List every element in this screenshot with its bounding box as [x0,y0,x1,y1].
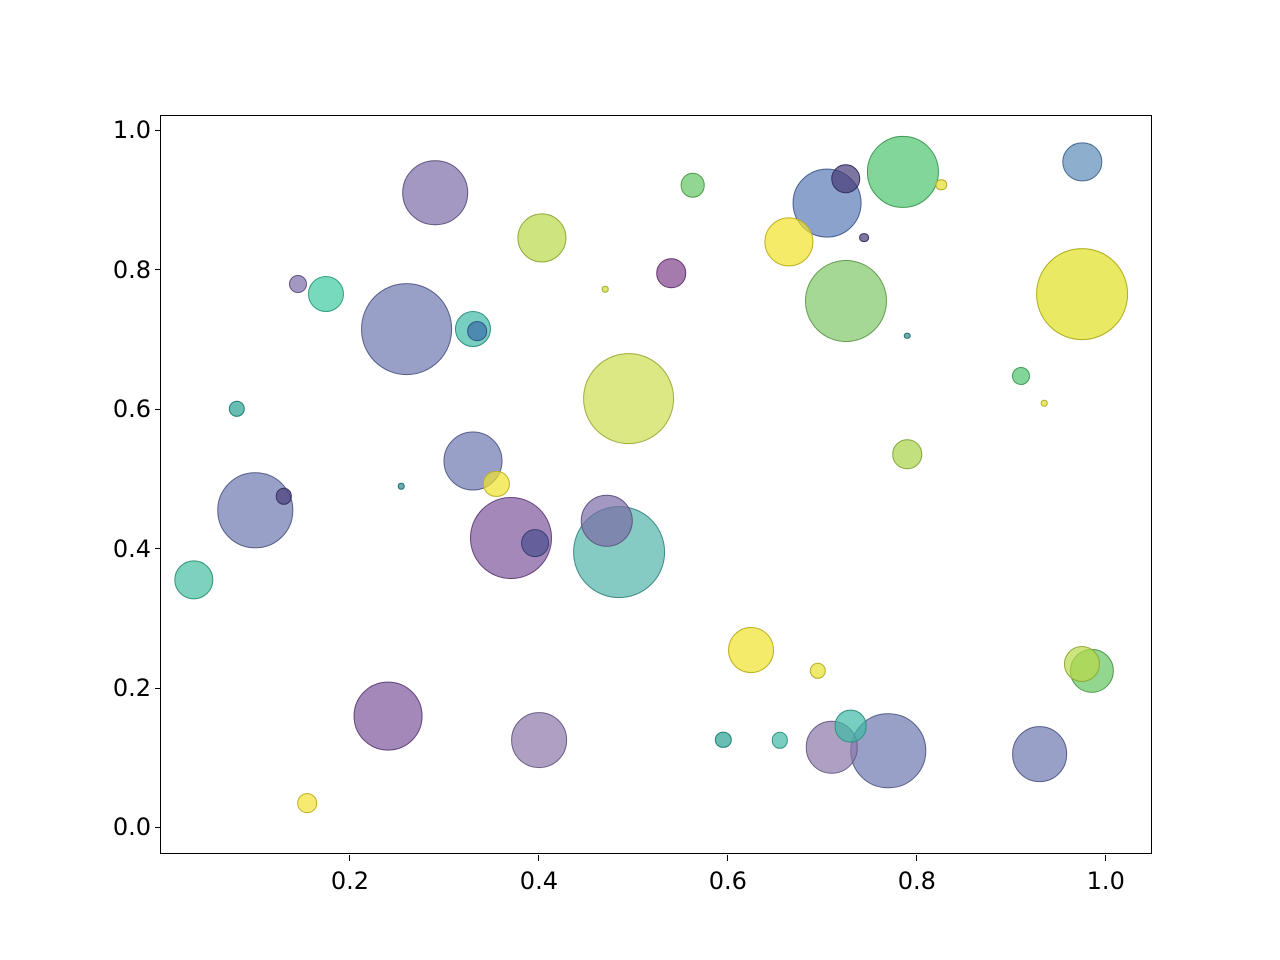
scatter-point [468,321,488,341]
scatter-point [398,483,405,490]
scatter-point [298,793,318,813]
scatter-point [1041,400,1048,407]
scatter-point [1012,726,1068,782]
scatter-point [681,173,706,198]
scatter-point [483,471,509,497]
xtick-label: 0.8 [898,867,936,895]
scatter-point [1036,248,1128,340]
ytick-mark [155,130,161,131]
xtick-label: 1.0 [1087,867,1125,895]
xtick-label: 0.6 [709,867,747,895]
scatter-point [228,401,244,417]
scatter-point [656,258,686,288]
scatter-point [511,712,567,768]
scatter-point [1012,367,1030,385]
scatter-point [174,560,213,599]
scatter-axes: 0.20.40.60.81.0 0.00.20.40.60.81.0 [160,115,1152,854]
scatter-point [289,275,307,293]
scatter-point [936,179,947,190]
scatter-point [521,529,549,557]
xtick-mark [1105,855,1106,861]
scatter-point [308,276,344,312]
ytick-label: 0.0 [113,813,151,841]
scatter-point [893,440,923,470]
scatter-point [361,283,453,375]
ytick-mark [155,688,161,689]
scatter-point [602,286,609,293]
ytick-label: 0.2 [113,674,151,702]
scatter-point [583,353,675,445]
scatter-point [809,662,825,678]
scatter-point [859,233,869,243]
scatter-point [715,731,731,747]
scatter-point [353,681,422,750]
xtick-mark [727,855,728,861]
ytick-mark [155,548,161,549]
scatter-point [218,472,293,547]
scatter-point [867,136,939,208]
scatter-point [834,710,867,743]
scatter-point [1064,646,1100,682]
ytick-label: 1.0 [113,116,151,144]
ytick-label: 0.8 [113,256,151,284]
scatter-point [402,160,468,226]
ytick-label: 0.4 [113,535,151,563]
xtick-mark [538,855,539,861]
ytick-mark [155,827,161,828]
scatter-point [831,164,861,194]
ytick-mark [155,269,161,270]
xtick-label: 0.4 [520,867,558,895]
scatter-point [772,732,788,748]
scatter-point [517,214,566,263]
figure: 0.2 0.4 0.6 0.8 1.0 0.0 0.2 0.4 0.6 0.8 1.0 [0,0,1280,960]
scatter-point [729,627,775,673]
scatter-point [805,260,887,342]
scatter-point [765,217,814,266]
ytick-label: 0.6 [113,395,151,423]
scatter-point [904,333,911,340]
ytick-mark [155,409,161,410]
xtick-label: 0.2 [331,867,369,895]
scatter-point [1062,142,1101,181]
xtick-mark [916,855,917,861]
xtick-mark [349,855,350,861]
